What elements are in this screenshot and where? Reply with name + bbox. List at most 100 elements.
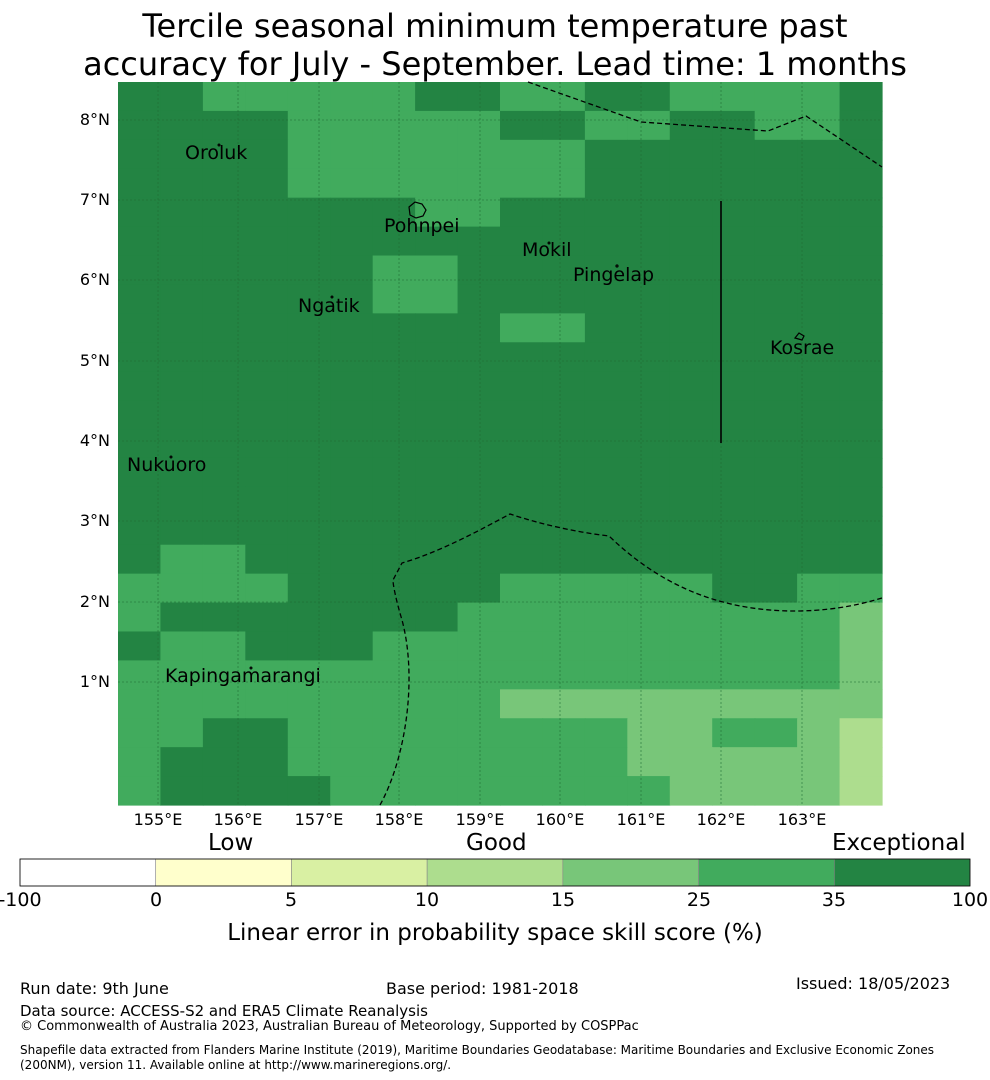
grid-cell	[542, 457, 586, 488]
grid-cell	[627, 226, 671, 257]
grid-cell	[754, 515, 798, 546]
grid-cell	[627, 747, 671, 777]
grid-cell	[415, 284, 459, 314]
grid-cell	[797, 197, 841, 228]
grid-cell	[627, 371, 671, 401]
grid-cell	[584, 110, 628, 141]
grid-cell	[415, 747, 459, 777]
grid-cell	[542, 573, 586, 604]
grid-cell	[542, 776, 586, 806]
grid-cell	[160, 342, 204, 372]
grid-cell	[160, 631, 204, 661]
colorbar-tick-10: 10	[414, 889, 440, 911]
grid-cell	[245, 139, 289, 170]
kosrae-outline	[793, 332, 805, 341]
grid-cell	[542, 226, 586, 257]
grid-cell	[372, 255, 416, 286]
grid-cell	[754, 457, 798, 488]
grid-cell	[457, 284, 501, 314]
grid-cell	[712, 602, 756, 633]
grid-cell	[627, 168, 671, 199]
grid-cell	[457, 342, 501, 372]
grid-cell	[202, 168, 246, 199]
colorbar-tick-minus100: -100	[0, 889, 42, 911]
grid-cell	[839, 82, 883, 112]
grid-cell	[712, 342, 756, 372]
grid-cell	[457, 168, 501, 199]
grid-cell	[245, 313, 289, 343]
grid-cell	[245, 284, 289, 314]
grid-cell	[160, 371, 204, 401]
grid-cell	[330, 400, 374, 430]
grid-cell	[500, 515, 544, 546]
grid-cell	[627, 457, 671, 488]
grid-cell	[797, 486, 841, 517]
grid-cell	[372, 284, 416, 314]
grid-cell	[330, 544, 374, 575]
grid-cell	[245, 342, 289, 372]
grid-cell	[797, 631, 841, 661]
grid-cell	[584, 631, 628, 661]
grid-cell	[584, 515, 628, 546]
footer-run-date: Run date: 9th June	[20, 979, 169, 998]
grid-cell	[118, 400, 162, 430]
grid-cell	[415, 110, 459, 141]
grid-cell	[330, 168, 374, 199]
grid-cell	[160, 226, 204, 257]
grid-cell	[754, 110, 798, 141]
grid-cell	[287, 284, 331, 314]
grid-cell	[754, 602, 798, 633]
grid-cell	[287, 313, 331, 343]
grid-cell	[797, 718, 841, 748]
grid-cell	[542, 371, 586, 401]
grid-cell	[245, 660, 289, 690]
grid-cell	[118, 226, 162, 257]
grid-cell	[627, 573, 671, 604]
grid-cell	[669, 689, 713, 719]
footer-issued-date: Issued: 18/05/2023	[796, 974, 951, 993]
grid-cell	[202, 255, 246, 286]
grid-cell	[627, 110, 671, 141]
grid-cell	[669, 573, 713, 604]
grid-cell	[330, 371, 374, 401]
grid-cell	[500, 342, 544, 372]
colorbar-segment	[155, 858, 292, 887]
grid-cell	[372, 631, 416, 661]
grid-cell	[669, 284, 713, 314]
grid-cell	[839, 255, 883, 286]
grid-cell	[118, 689, 162, 719]
grid-cell	[160, 660, 204, 690]
grid-cell	[118, 515, 162, 546]
grid-cell	[584, 371, 628, 401]
grid-cell	[457, 486, 501, 517]
footer-base-period: Base period: 1981-2018	[386, 979, 579, 998]
grid-cell	[669, 776, 713, 806]
grid-cell	[797, 689, 841, 719]
grid-cell	[500, 776, 544, 806]
grid-cell	[287, 515, 331, 546]
grid-cell	[372, 457, 416, 488]
grid-cell	[202, 139, 246, 170]
grid-cell	[839, 342, 883, 372]
grid-cell	[202, 660, 246, 690]
grid-cell	[160, 284, 204, 314]
grid-cell	[584, 139, 628, 170]
grid-cell	[457, 776, 501, 806]
grid-cell	[542, 139, 586, 170]
place-label-oroluk: Oroluk	[185, 142, 248, 164]
grid-cell	[118, 486, 162, 517]
map-title-line1: Tercile seasonal minimum temperature pas…	[142, 7, 848, 45]
grid-cell	[330, 718, 374, 748]
eez-boundary-south	[379, 513, 883, 806]
grid-cell	[245, 776, 289, 806]
grid-cell	[797, 313, 841, 343]
grid-cell	[287, 776, 331, 806]
grid-cell	[330, 342, 374, 372]
grid-cell	[245, 689, 289, 719]
grid-cell	[287, 602, 331, 633]
grid-cell	[118, 284, 162, 314]
grid-cell	[415, 457, 459, 488]
grid-cell	[287, 457, 331, 488]
colorbar-tick-25: 25	[686, 889, 712, 911]
lat-label-6n: 6°N	[79, 270, 110, 289]
